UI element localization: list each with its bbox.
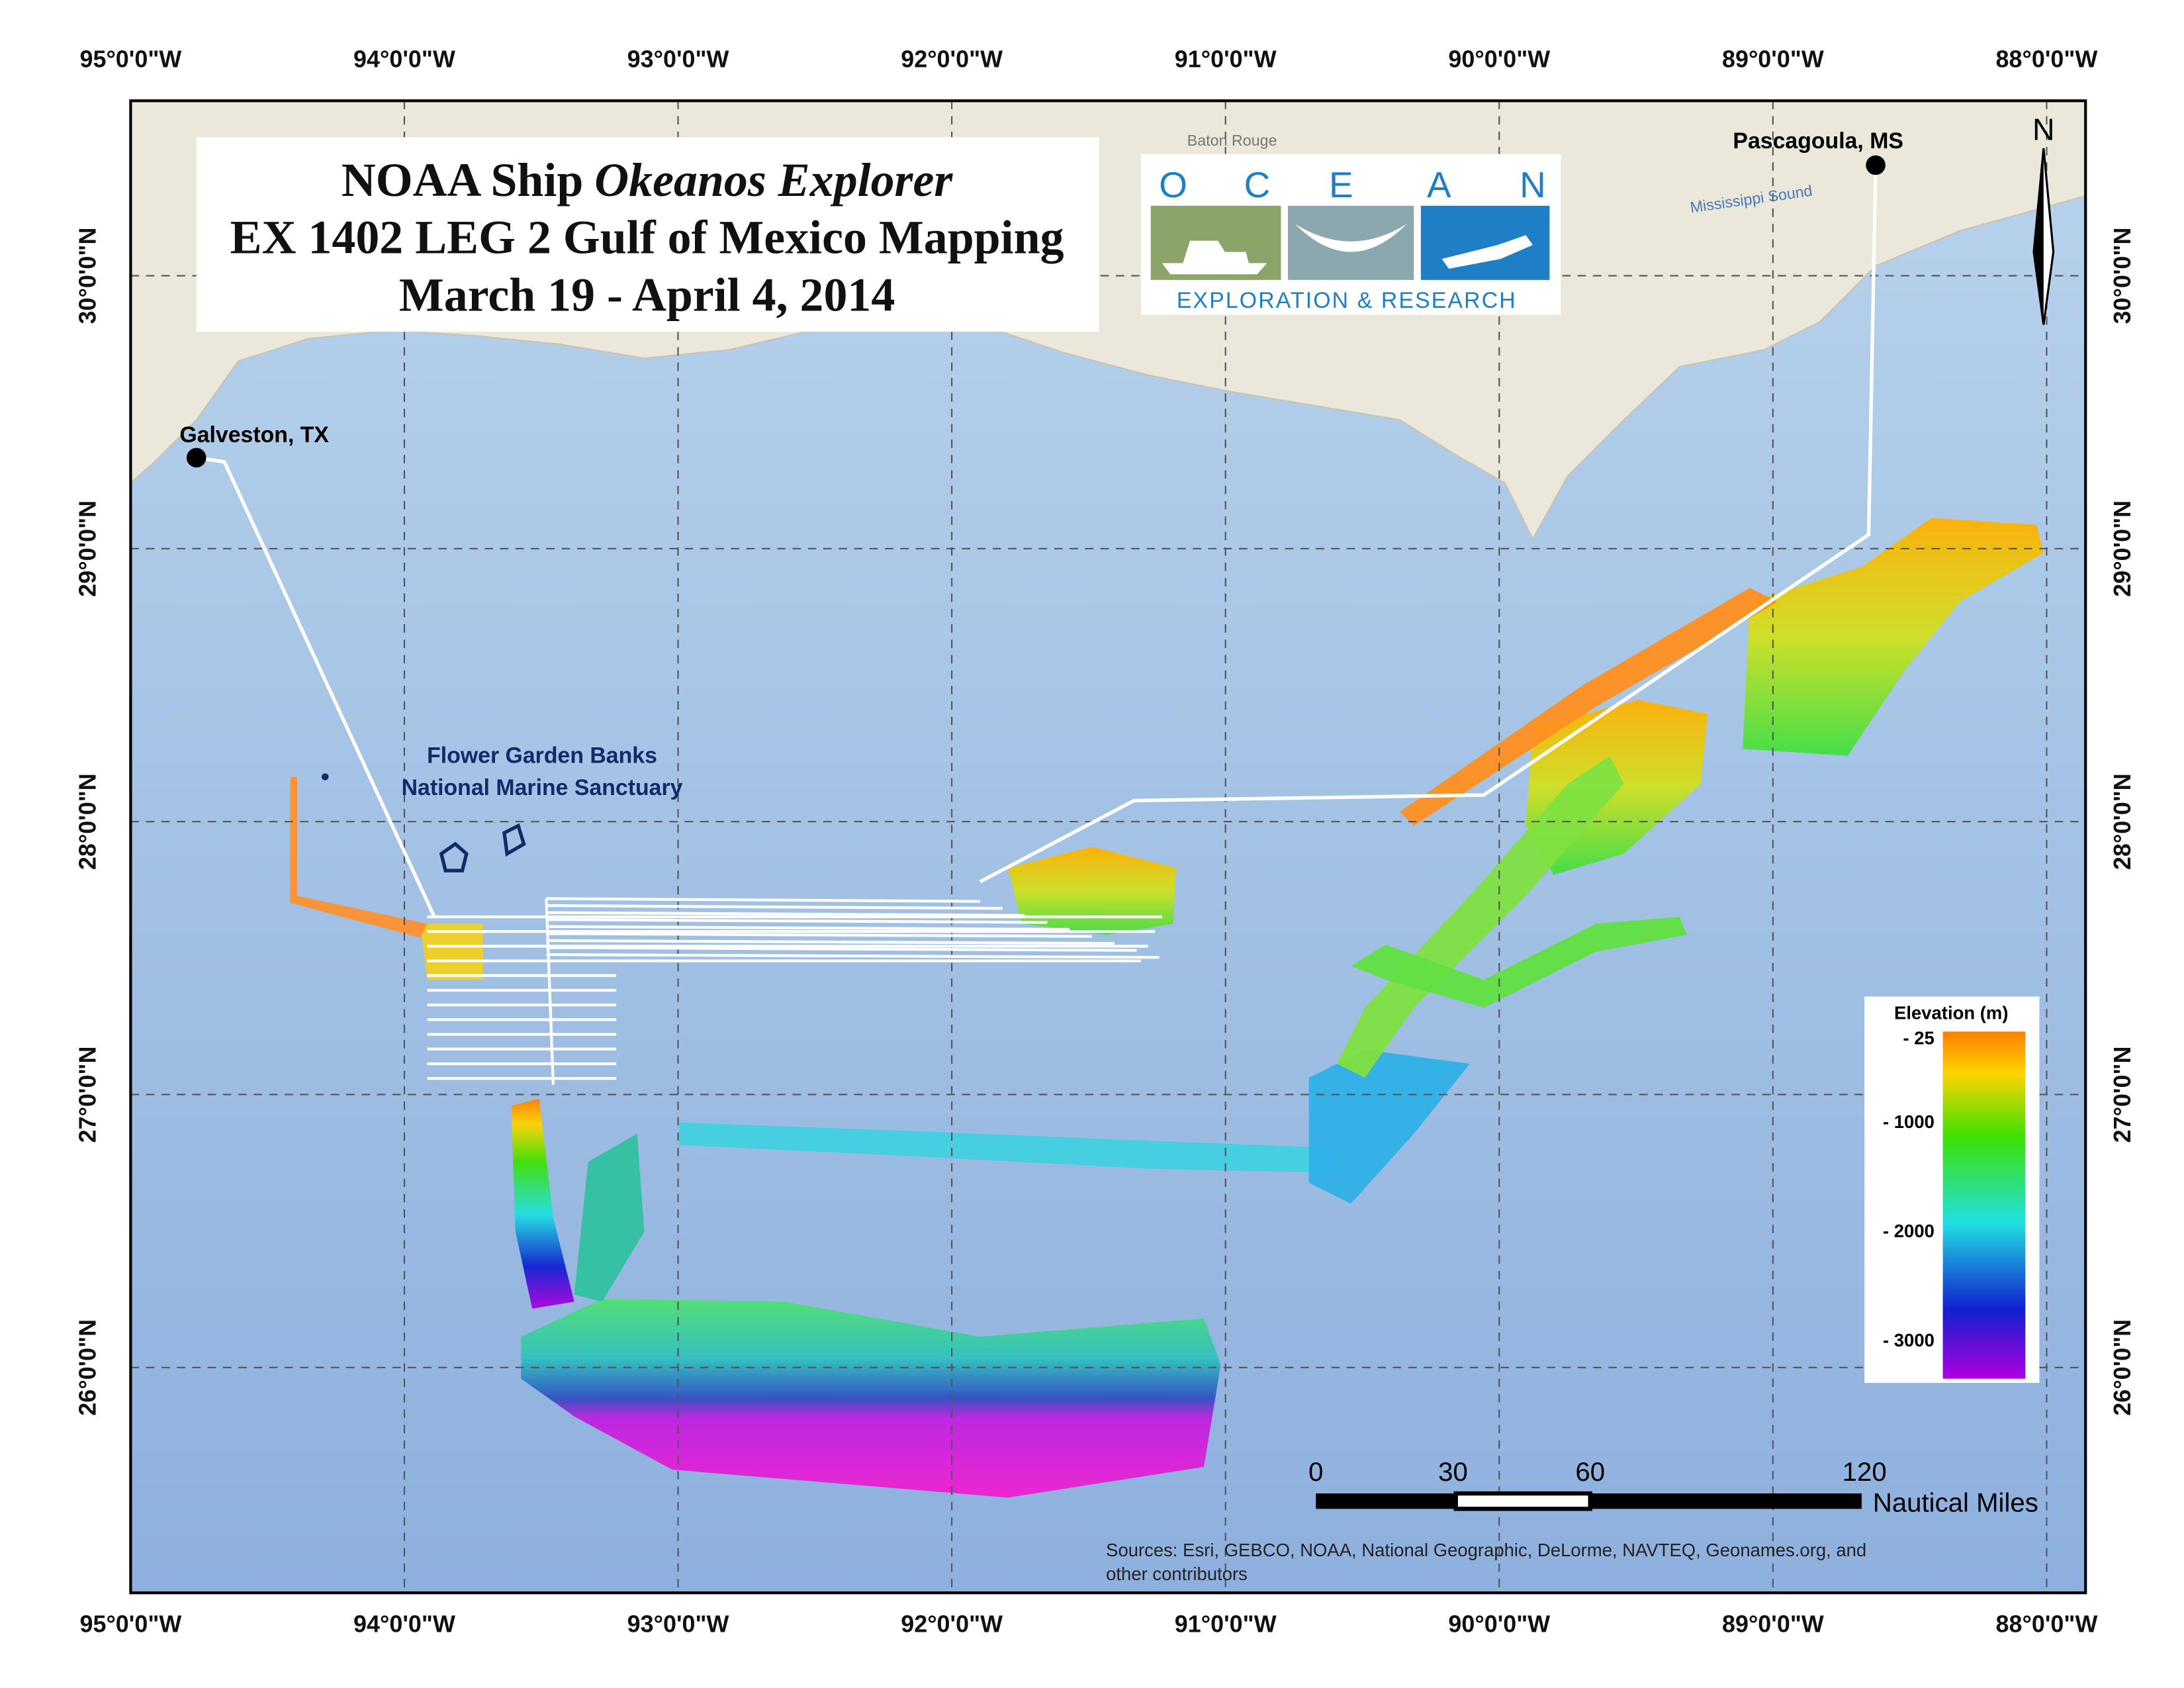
scale-label: 60: [1575, 1457, 1605, 1487]
longitude-label: 90°0'0"W: [1448, 45, 1550, 72]
title: EX 1402 LEG 2 Gulf of Mexico Mapping: [230, 211, 1064, 264]
place-marker: [186, 447, 206, 468]
sanctuary-outline: [439, 841, 469, 872]
longitude-label: 88°0'0"W: [1996, 1610, 2098, 1637]
title-italic: Okeanos Explorer: [594, 154, 953, 207]
sanctuary-outline: [502, 823, 526, 857]
logo-ship: [1161, 240, 1267, 275]
sanctuary-label: National Marine Sanctuary: [402, 775, 683, 800]
place-marker: [1866, 155, 1886, 175]
longitude-label: 89°0'0"W: [1722, 45, 1824, 72]
sources: other contributors: [1106, 1564, 1248, 1584]
latitude-label: 28°0'0"N: [74, 773, 101, 870]
scale-segment: [1316, 1493, 1456, 1509]
logo-diver: [1441, 235, 1533, 269]
legend-ramp: [1942, 1031, 2026, 1379]
latitude-label: 30°0'0"N: [74, 228, 101, 324]
survey-line: [546, 897, 980, 903]
scale-segment: [1453, 1491, 1592, 1511]
longitude-label: 95°0'0"W: [79, 45, 181, 72]
latitude-label: 29°0'0"N: [2109, 500, 2136, 597]
longitude-label: 93°0'0"W: [627, 1610, 729, 1637]
longitude-label: 94°0'0"W: [353, 45, 455, 72]
logo-letter: E: [1329, 164, 1353, 205]
survey-line: [545, 898, 555, 1085]
sanctuary-dot: [322, 773, 329, 780]
bathymetry-patch: [420, 923, 484, 980]
bathymetry-patch: [1400, 588, 1778, 826]
longitude-label: 90°0'0"W: [1448, 1610, 1550, 1637]
scale-unit: Nautical Miles: [1873, 1488, 2038, 1518]
scale-label: 30: [1438, 1457, 1468, 1487]
legend-label: - 3000: [1883, 1330, 1934, 1350]
bathymetry-patch: [511, 1098, 574, 1309]
longitude-label: 93°0'0"W: [627, 45, 729, 72]
bathymetry-patch: [1351, 916, 1687, 1008]
logo-wave: [1295, 224, 1407, 252]
latitude-label: 27°0'0"N: [74, 1047, 101, 1143]
logo-letter: O: [1159, 164, 1187, 205]
basemap-label: Baton Rouge: [1187, 132, 1277, 149]
latitude-label: 28°0'0"N: [2109, 773, 2136, 870]
latitude-label: 30°0'0"N: [2109, 228, 2136, 324]
scale-segment: [1590, 1493, 1862, 1509]
place-label: Galveston, TX: [179, 422, 329, 447]
logo-tagline: EXPLORATION & RESEARCH: [1177, 288, 1517, 313]
logo-letter: N: [1520, 164, 1546, 205]
latitude-label: 27°0'0"N: [2109, 1047, 2136, 1143]
bathymetry-patch: [574, 1133, 645, 1302]
survey-line: [546, 911, 1025, 917]
legend-label: - 25: [1903, 1027, 1934, 1048]
title: NOAA Ship Okeanos Explorer: [341, 154, 954, 207]
longitude-label: 91°0'0"W: [1175, 45, 1277, 72]
bathymetry-patch: [679, 1122, 1344, 1173]
bathymetry-patch: [290, 776, 428, 938]
map-frame: [129, 99, 2087, 1595]
longitude-label: 89°0'0"W: [1722, 1610, 1824, 1637]
survey-line: [546, 904, 1003, 910]
legend-title: Elevation (m): [1894, 1002, 2008, 1023]
sources: Sources: Esri, GEBCO, NOAA, National Geo…: [1106, 1540, 1866, 1560]
longitude-label: 95°0'0"W: [79, 1610, 181, 1637]
survey-line: [546, 925, 1070, 931]
latitude-label: 29°0'0"N: [74, 500, 101, 597]
logo-letter: C: [1244, 164, 1271, 205]
north-arrow: [2034, 148, 2044, 325]
title: March 19 - April 4, 2014: [399, 268, 895, 321]
logo-letter: A: [1427, 164, 1451, 205]
bathymetry-patch: [1008, 847, 1176, 935]
bathymetry-patch: [1308, 1049, 1470, 1204]
survey-line: [546, 932, 1093, 938]
bathymetry-patch: [1337, 755, 1624, 1078]
ship-track: [979, 165, 1878, 884]
scale-label: 0: [1308, 1457, 1323, 1487]
legend-label: - 2000: [1883, 1221, 1934, 1241]
survey-line: [546, 953, 1160, 959]
latitude-label: 26°0'0"N: [74, 1319, 101, 1416]
north-label: N: [2032, 112, 2055, 146]
survey-line: [546, 939, 1115, 945]
longitude-label: 88°0'0"W: [1996, 45, 2098, 72]
longitude-label: 94°0'0"W: [353, 1610, 455, 1637]
longitude-label: 91°0'0"W: [1175, 1610, 1277, 1637]
survey-line: [546, 946, 1137, 952]
sanctuary-label: Flower Garden Banks: [427, 743, 657, 768]
title-prefix: NOAA Ship: [341, 154, 584, 207]
title-box: [196, 137, 1099, 332]
survey-line: [546, 918, 1048, 924]
longitude-label: 92°0'0"W: [901, 45, 1003, 72]
scale-label: 120: [1843, 1457, 1887, 1487]
bathymetry-patch: [1743, 518, 2044, 756]
longitude-label: 92°0'0"W: [901, 1610, 1003, 1637]
latitude-label: 26°0'0"N: [2109, 1319, 2136, 1416]
legend-label: - 1000: [1883, 1111, 1934, 1132]
place-label: Pascagoula, MS: [1733, 128, 1903, 154]
bathymetry-patch: [521, 1299, 1221, 1498]
